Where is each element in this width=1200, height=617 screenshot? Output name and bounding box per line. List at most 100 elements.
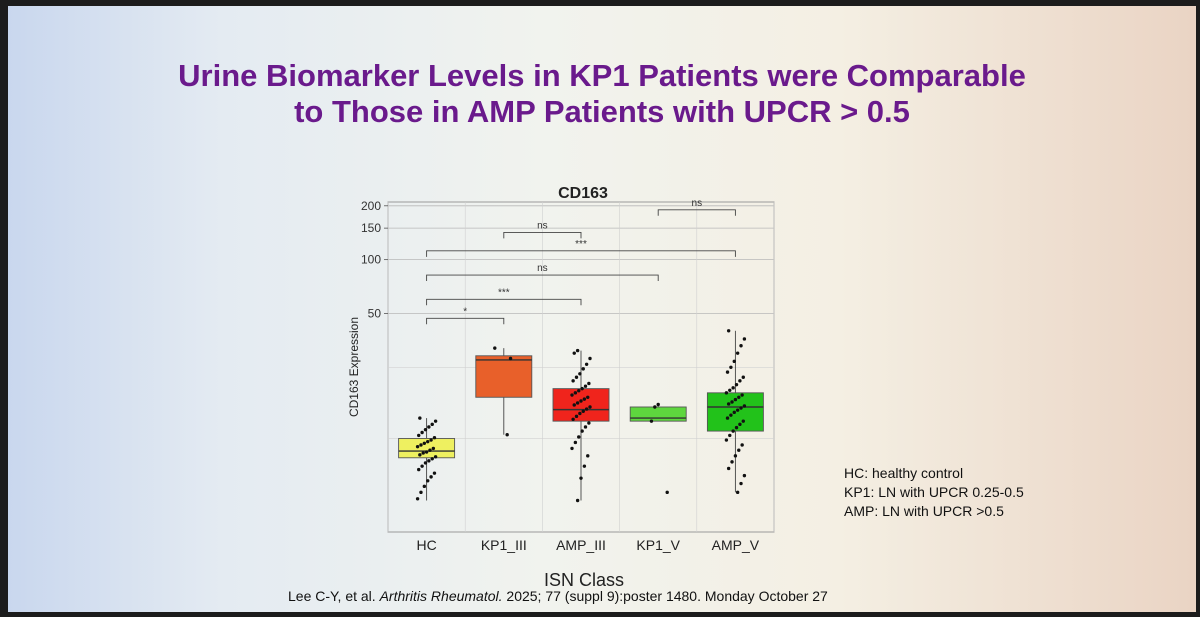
legend-note-kp1: KP1: LN with UPCR 0.25-0.5	[844, 484, 1024, 500]
point-amp_v-6	[737, 448, 741, 452]
point-amp_v-32	[729, 365, 733, 370]
point-amp_iii-29	[578, 372, 582, 376]
point-hc-7	[420, 464, 424, 468]
boxes	[398, 330, 764, 501]
point-amp_v-9	[728, 433, 732, 438]
point-hc-22	[432, 436, 437, 440]
point-amp_iii-0	[575, 498, 580, 503]
point-amp_iii-16	[572, 403, 576, 407]
point-amp_iii-6	[577, 435, 581, 439]
x-label-hc: HC	[416, 537, 436, 553]
sig-label-kp1_v-amp_v: ns	[692, 198, 703, 209]
point-amp_v-8	[724, 438, 729, 442]
box-amp_iii	[552, 388, 610, 422]
point-hc-28	[433, 419, 438, 423]
point-amp_iii-7	[580, 429, 584, 433]
point-amp_iii-2	[582, 464, 587, 468]
point-amp_v-5	[733, 454, 738, 458]
tick-label-y-50: 50	[368, 306, 382, 320]
point-amp_v-1	[739, 481, 743, 486]
legend-note-amp: AMP: LN with UPCR >0.5	[844, 503, 1004, 519]
point-hc-1	[419, 490, 423, 495]
point-amp_iii-31	[584, 362, 589, 366]
sig-label-kp1_iii-amp_iii: ns	[537, 220, 548, 231]
point-hc-10	[430, 457, 434, 461]
point-amp_v-2	[742, 473, 747, 478]
point-hc-16	[431, 446, 436, 451]
point-amp_iii-14	[584, 407, 589, 411]
citation-journal: Arthritis Rheumatol.	[379, 588, 503, 604]
box-kp1_v	[629, 406, 687, 422]
point-amp_iii-17	[575, 401, 580, 405]
point-amp_v-26	[728, 388, 732, 392]
point-amp_v-0	[735, 490, 740, 495]
point-hc-21	[429, 438, 433, 442]
point-amp_iii-33	[572, 351, 576, 355]
chart-title: CD163	[558, 185, 608, 202]
slide-title: Urine Biomarker Levels in KP1 Patients w…	[38, 58, 1166, 130]
point-amp_iii-18	[579, 399, 583, 403]
citation-details: 2025; 77 (suppl 9):poster 1480. Monday O…	[506, 588, 828, 604]
tick-label-y-100: 100	[361, 253, 381, 267]
point-amp_v-24	[740, 393, 744, 397]
point-amp_v-13	[741, 419, 745, 423]
point-amp_v-30	[741, 375, 745, 379]
point-hc-15	[428, 448, 432, 452]
point-hc-12	[418, 453, 422, 457]
box-hc	[398, 438, 456, 459]
point-amp_v-35	[739, 344, 743, 348]
point-hc-0	[415, 497, 420, 501]
point-amp_iii-25	[583, 384, 588, 388]
point-amp_iii-15	[588, 405, 592, 409]
point-amp_iii-21	[570, 393, 574, 397]
point-amp_v-21	[730, 400, 734, 404]
point-amp_v-23	[737, 395, 741, 399]
sig-label-hc-amp_iii: ***	[498, 287, 510, 298]
point-hc-23	[417, 433, 421, 438]
point-amp_iii-27	[571, 379, 575, 383]
point-amp_v-37	[726, 329, 731, 333]
point-amp_iii-32	[588, 356, 592, 361]
point-kp1_v-2	[653, 405, 657, 409]
point-amp_iii-13	[581, 409, 585, 413]
tick-label-y-150: 150	[361, 221, 381, 235]
point-amp_v-11	[734, 425, 739, 430]
point-amp_v-15	[729, 413, 733, 417]
point-hc-17	[415, 444, 420, 449]
point-kp1_iii-1	[508, 356, 513, 361]
point-amp_v-3	[726, 466, 731, 471]
point-amp_iii-26	[587, 381, 591, 386]
point-amp_iii-34	[575, 348, 580, 353]
point-amp_iii-23	[577, 388, 581, 393]
point-hc-18	[419, 443, 423, 447]
data-points	[415, 329, 747, 503]
sig-label-hc-kp1_iii: *	[463, 306, 467, 317]
point-hc-9	[427, 459, 431, 463]
point-amp_v-10	[731, 429, 735, 433]
point-amp_iii-12	[578, 411, 582, 416]
point-hc-26	[427, 425, 431, 429]
point-amp_iii-22	[573, 391, 578, 395]
x-axis-labels: HC KP1_III AMP_III KP1_V AMP_V	[416, 537, 759, 553]
point-hc-29	[418, 416, 422, 420]
slide-title-line-1: Urine Biomarker Levels in KP1 Patients w…	[178, 58, 1026, 93]
bracket-hc-kp1_iii	[426, 317, 505, 325]
point-hc-8	[423, 461, 428, 465]
point-amp_iii-9	[587, 421, 591, 425]
point-amp_iii-30	[581, 367, 585, 371]
point-amp_iii-1	[579, 476, 583, 480]
point-amp_v-36	[742, 337, 747, 341]
point-amp_v-28	[734, 382, 739, 387]
point-amp_v-14	[725, 416, 730, 420]
point-hc-27	[430, 422, 434, 427]
point-hc-3	[426, 479, 430, 483]
point-hc-25	[423, 427, 428, 432]
x-label-kp1_v: KP1_V	[636, 537, 680, 553]
point-amp_iii-3	[586, 454, 590, 458]
point-hc-11	[433, 455, 438, 459]
point-kp1_v-1	[649, 419, 654, 423]
point-amp_iii-5	[573, 440, 578, 445]
point-amp_v-31	[725, 370, 730, 374]
bracket-hc-kp1_v	[426, 274, 659, 282]
